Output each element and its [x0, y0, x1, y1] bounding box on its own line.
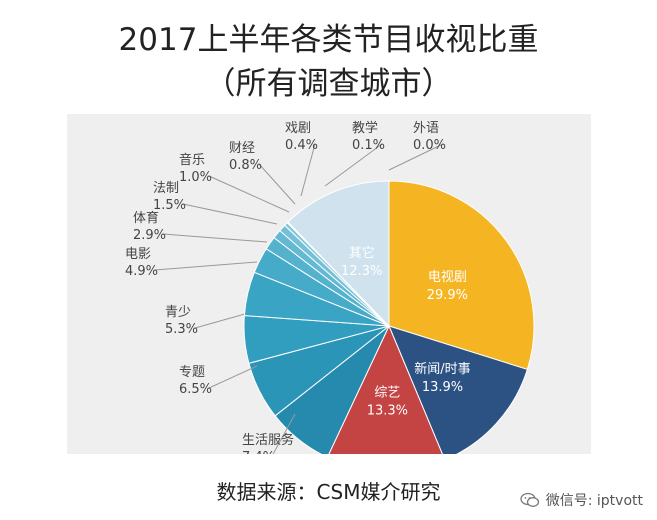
- slice-label: 电视剧: [428, 270, 467, 285]
- slice-label: 财经: [229, 141, 255, 156]
- watermark: 微信号: iptvott: [520, 490, 643, 510]
- slice-label: 音乐: [179, 152, 205, 168]
- slice-label: 教学: [352, 120, 378, 136]
- data-source: 数据来源：CSM媒介研究: [216, 480, 441, 504]
- pie-chart: 电视剧 29.9% 新闻/时事 13.9% 综艺 13.3% 生活服务 7.4% 专题 6.5% 青…: [125, 120, 535, 454]
- pie-slice: [328, 324, 443, 454]
- slice-value: 0.0%: [413, 138, 446, 153]
- slice-value: 13.9%: [422, 380, 463, 395]
- slice-label: 外语: [413, 121, 439, 136]
- leader-line: [208, 365, 258, 389]
- leader-line: [162, 233, 268, 243]
- slice-value: 1.5%: [153, 198, 186, 213]
- chart-title: 2017上半年各类节目收视比重: [118, 22, 539, 58]
- slice-label: 体育: [133, 210, 159, 226]
- slice-label: 戏剧: [285, 121, 311, 136]
- leader-line: [258, 163, 296, 205]
- slice-value: 13.3%: [367, 404, 408, 419]
- slice-value: 0.4%: [285, 138, 318, 153]
- wechat-icon: [520, 492, 539, 507]
- leader-line: [182, 203, 278, 225]
- slice-value: 6.5%: [179, 382, 212, 397]
- slice-value: 29.9%: [427, 288, 468, 303]
- leader-line: [208, 175, 290, 213]
- leader-line: [324, 143, 383, 187]
- slice-value: 0.1%: [352, 138, 385, 153]
- slice-value: 5.3%: [165, 322, 198, 337]
- slice-value: 2.9%: [133, 228, 166, 243]
- leader-line: [300, 143, 316, 197]
- slice-label: 法制: [153, 181, 179, 196]
- leader-line: [272, 413, 296, 454]
- chart-subtitle: （所有调查城市）: [204, 66, 453, 102]
- slice-value: 4.9%: [125, 264, 158, 279]
- slice-value: 1.0%: [179, 170, 212, 185]
- slice-value: 7.4%: [242, 450, 275, 454]
- leader-line: [194, 311, 253, 329]
- slice-value: 0.8%: [229, 158, 262, 173]
- slice-label: 生活服务: [242, 432, 294, 448]
- leader-line: [154, 261, 258, 271]
- slice-value: 12.3%: [341, 264, 382, 279]
- slice-label: 专题: [179, 365, 205, 380]
- pie-slice: [287, 180, 390, 328]
- chart-panel: 电视剧 29.9% 新闻/时事 13.9% 综艺 13.3% 生活服务 7.4% 专题 6.5% 青…: [67, 114, 591, 454]
- pie-slice: [388, 180, 535, 371]
- slice-label: 其它: [349, 245, 375, 261]
- slice-label: 电影: [125, 247, 151, 262]
- pie-slice: [388, 325, 528, 454]
- slice-label: 新闻/时事: [414, 361, 470, 377]
- watermark-text: 微信号: iptvott: [545, 493, 643, 509]
- leader-line: [388, 143, 444, 171]
- slice-label: 综艺: [374, 386, 400, 401]
- slice-label: 青少: [165, 305, 191, 320]
